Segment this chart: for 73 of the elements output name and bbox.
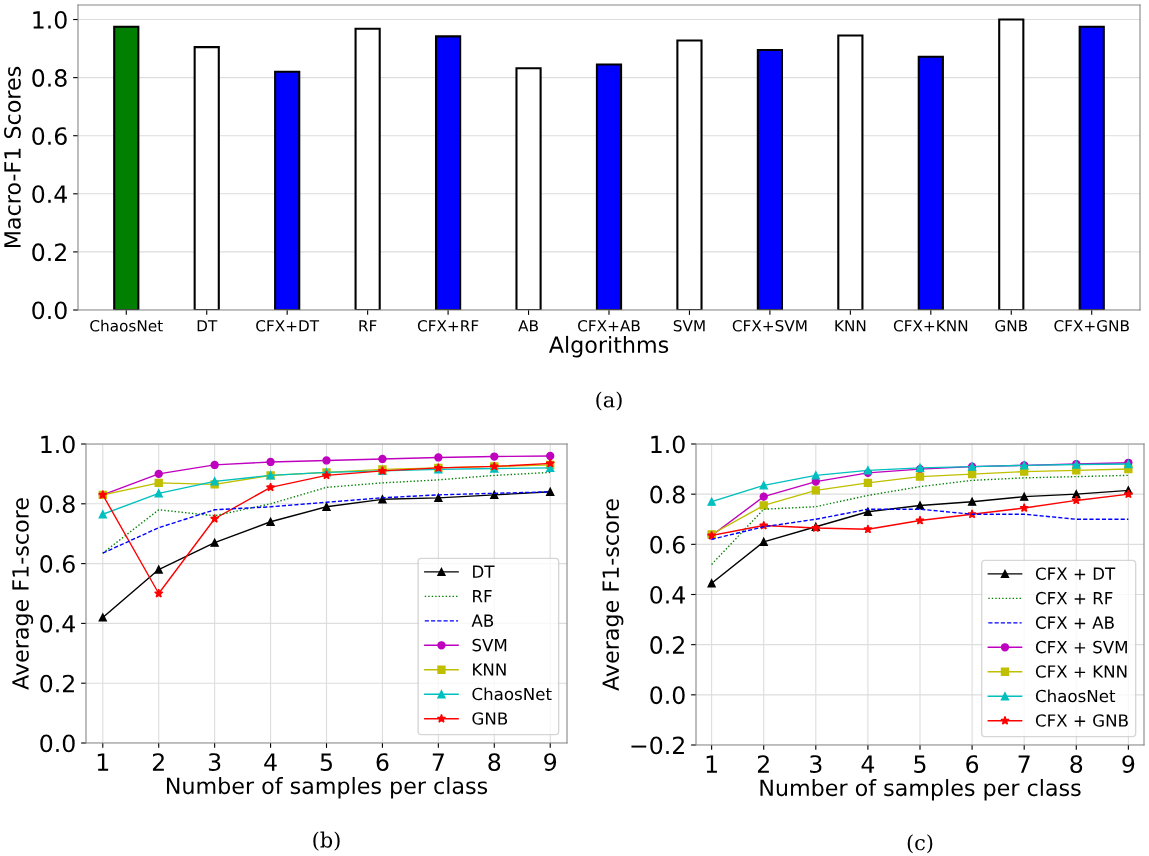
x-tick-label: 2 [152,753,164,771]
legend-label: ChaosNet [472,687,552,701]
legend-label: CFX + RF [1035,591,1113,605]
y-tick-label: 1.0 [33,10,67,29]
x-tick-label: 1 [97,753,109,771]
y-tick-label: 0.8 [40,495,75,514]
x-axis-title: Algorithms [548,335,669,358]
x-tick-label: 5 [320,753,332,771]
x-tick-label: 8 [1070,755,1083,773]
legend-label: CFX + GNB [1035,714,1128,727]
legend-label: RF [473,590,492,603]
legend-label: CFX + DT [1035,567,1116,580]
x-tick-label: 2 [757,755,769,773]
legend-label: ChaosNet [1035,689,1116,703]
x-tick-label: 4 [861,755,875,773]
text: (a) [596,391,622,411]
x-tick-label: CFX+KNN [893,319,968,332]
x-tick-label: 3 [208,753,221,771]
x-tick-label: 9 [1122,755,1135,773]
x-tick-label: 7 [1018,755,1030,773]
x-tick-label: 5 [914,755,926,773]
legend-label: DT [473,565,495,578]
legend-label: CFX + SVM [1035,640,1127,654]
y-tick-label: 1.0 [41,435,75,454]
y-tick-label: −0.2 [631,736,684,755]
x-tick-label: CFX+RF [417,319,479,332]
y-tick-label: 0.2 [32,243,66,262]
y-tick-label: 0.8 [32,69,67,87]
y-tick-label: 0.2 [650,636,684,654]
x-tick-label: RF [359,320,377,332]
y-tick-label: 0.6 [40,555,75,573]
legend-label: AB [471,614,494,627]
x-tick-label: CFX+AB [578,319,640,332]
y-tick-label: 0.2 [40,674,74,693]
x-tick-label: 4 [264,753,277,771]
x-tick-label: SVM [673,319,705,332]
x-tick-label: GNB [995,319,1028,332]
text: (b) [313,831,340,851]
x-tick-label: 3 [810,755,822,773]
y-axis-title: Macro-F1 Scores [4,66,21,248]
y-tick-label: 0.4 [40,614,75,633]
x-tick-label: 9 [544,753,557,771]
x-tick-label: 6 [376,753,389,771]
legend-label: CFX + KNN [1035,665,1127,678]
x-tick-label: 1 [706,755,717,773]
y-tick-label: 0.0 [32,301,67,320]
y-axis-title: Average F1-score [12,498,34,690]
x-tick-label: CFX+SVM [732,319,807,332]
x-tick-label: 7 [432,753,444,771]
text: (c) [907,834,933,854]
x-tick-label: AB [518,320,538,332]
y-tick-label: 0.0 [650,686,685,705]
legend-label: SVM [472,638,507,652]
x-axis-title: Number of samples per class [760,778,1081,801]
y-tick-label: 0.6 [650,535,685,554]
x-tick-label: KNN [835,320,866,332]
x-tick-label: 6 [966,755,979,773]
x-tick-label: ChaosNet [90,319,163,332]
legend-label: KNN [473,663,506,676]
x-tick-label: CFX+GNB [1054,319,1129,332]
x-tick-label: 8 [488,753,501,771]
y-tick-label: 1.0 [651,435,685,454]
y-tick-label: 0.4 [32,185,67,204]
legend-label: GNB [472,712,508,725]
y-tick-label: 0.8 [650,485,685,504]
legend-label: CFX + AB [1035,616,1114,629]
y-tick-label: 0.6 [32,127,67,146]
x-tick-label: CFX+DT [256,319,320,332]
x-axis-title: Number of samples per class [166,776,488,799]
x-tick-label: DT [197,320,218,332]
y-tick-label: 0.0 [40,734,75,753]
y-axis-title: Average F1-score [602,499,624,691]
y-tick-label: 0.4 [650,585,685,604]
